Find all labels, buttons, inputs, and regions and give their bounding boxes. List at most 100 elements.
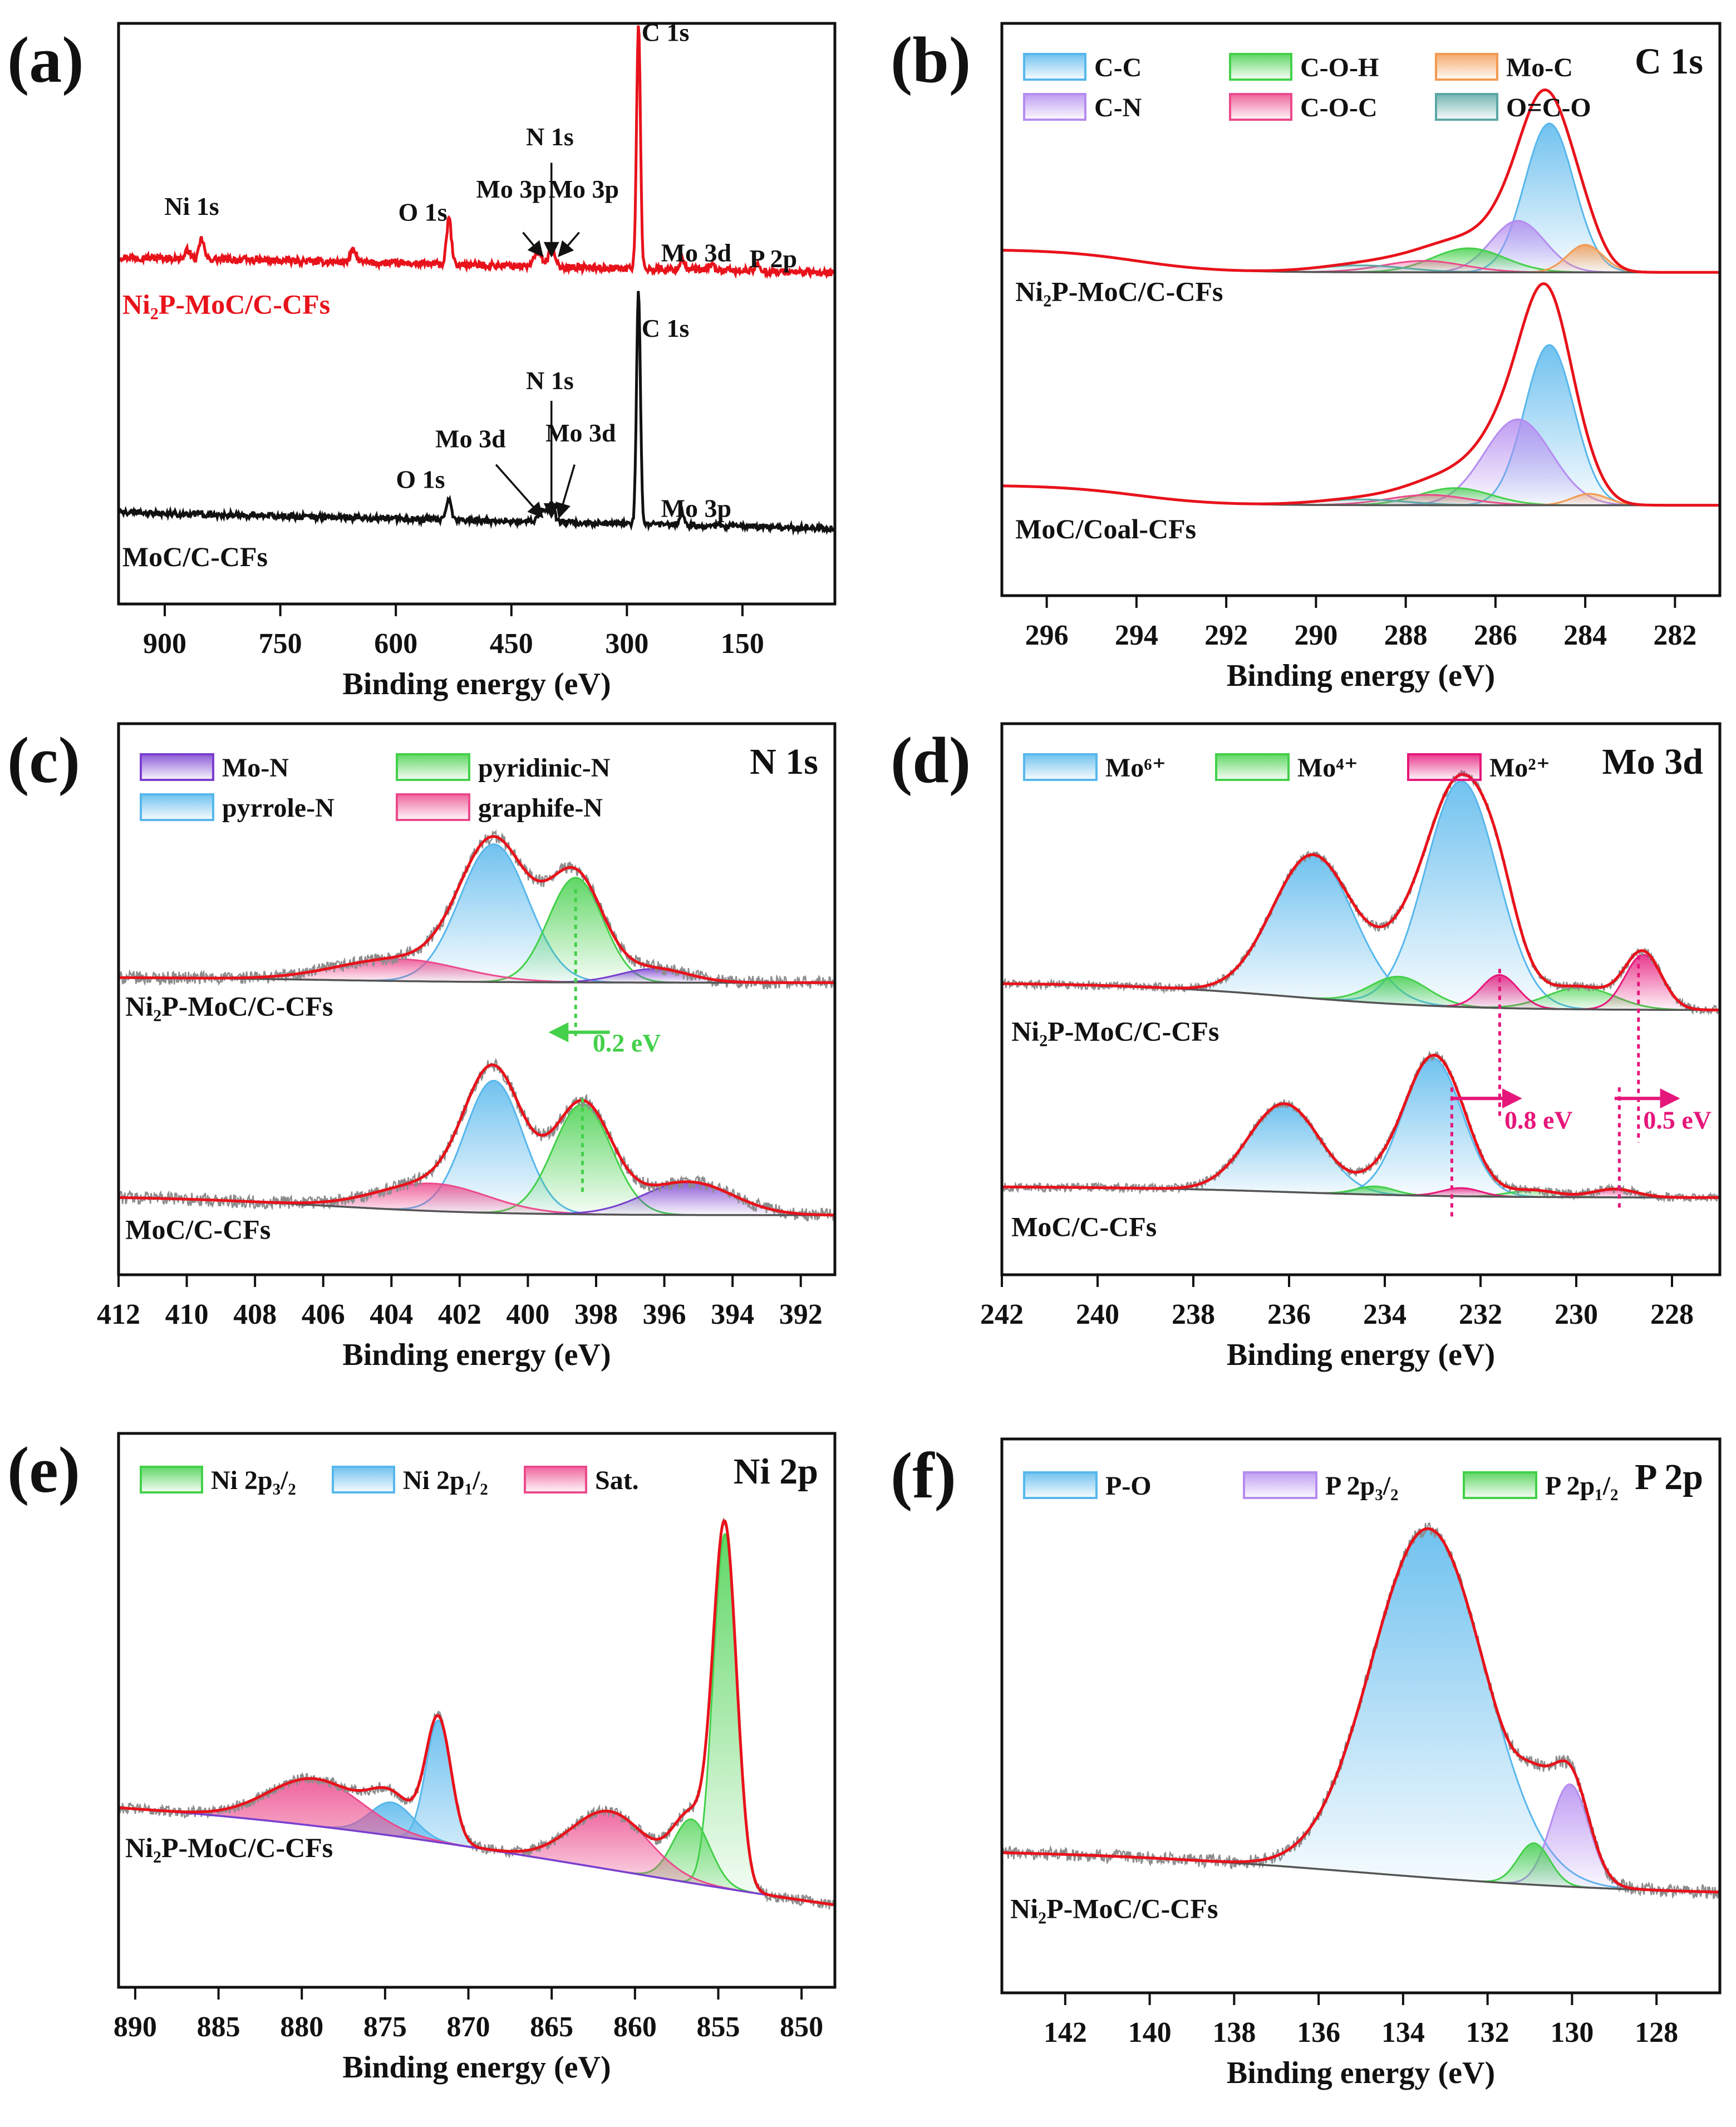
axes-frame-a xyxy=(117,22,837,606)
legend-label: pyrrole-N xyxy=(222,793,335,823)
x-tick-label-a: 600 xyxy=(374,628,417,660)
chart-title-e: Ni 2p xyxy=(734,1451,818,1492)
legend-swatch xyxy=(1243,1471,1317,1499)
x-axis-title-e: Binding energy (eV) xyxy=(342,2050,611,2085)
peak-label: O 1s xyxy=(399,198,447,227)
legend-label: graphife-N xyxy=(478,793,603,823)
legend-swatch xyxy=(332,1466,395,1494)
x-tick-label-c: 400 xyxy=(506,1299,549,1330)
legend-label: C-O-H xyxy=(1300,53,1379,82)
axes-frame-f xyxy=(1000,1437,1722,1995)
peak-label: Mo 3p xyxy=(549,175,619,203)
x-tick-label-e: 880 xyxy=(280,2011,323,2043)
x-axis-title-b: Binding energy (eV) xyxy=(1227,659,1495,693)
x-tick-label-f: 134 xyxy=(1381,2017,1425,2049)
component-fill xyxy=(119,969,835,983)
peak-arrow xyxy=(558,232,580,257)
x-tick-label-d: 240 xyxy=(1076,1299,1119,1330)
sample-label: MoC/C-CFs xyxy=(122,541,268,572)
legend-swatch xyxy=(1435,53,1498,81)
legend-label: Mo⁶⁺ xyxy=(1105,753,1166,783)
component-fill xyxy=(1002,419,1720,505)
x-tick-label-c: 398 xyxy=(574,1299,618,1330)
x-tick-label-b: 296 xyxy=(1025,620,1069,651)
panel-label-c: (c) xyxy=(7,724,80,797)
x-tick-label-c: 410 xyxy=(165,1299,209,1330)
component-fill xyxy=(1002,1103,1720,1198)
x-axis-title-f: Binding energy (eV) xyxy=(1227,2056,1495,2090)
legend-label: Mo²⁺ xyxy=(1489,753,1550,783)
legend-label: Sat. xyxy=(595,1466,639,1495)
component-fill xyxy=(1002,855,1720,1010)
component-fill xyxy=(1002,1058,1720,1198)
fit-envelope xyxy=(1002,1054,1720,1199)
legend-swatch xyxy=(1407,753,1482,781)
x-tick-label-d: 236 xyxy=(1267,1299,1311,1330)
legend-label: Ni 2p₃/₂ xyxy=(211,1466,296,1495)
x-tick-label-b: 286 xyxy=(1474,620,1517,651)
legend-swatch xyxy=(1229,93,1292,121)
shift-annotation: 0.8 eV xyxy=(1504,1106,1573,1134)
axes-frame-c xyxy=(117,722,837,1276)
peak-label: Mo 3d xyxy=(435,424,506,453)
sample-label: Ni₂P-MoC/C-CFs xyxy=(125,1832,333,1863)
x-tick-label-d: 228 xyxy=(1650,1299,1694,1330)
component-fill xyxy=(1002,345,1720,505)
component-fill xyxy=(1002,244,1720,273)
peak-label: Mo 3p xyxy=(661,494,732,523)
component-fill xyxy=(1002,1529,1720,1892)
component-fill xyxy=(1002,1186,1720,1198)
component-fill xyxy=(1002,123,1720,273)
plot-area-e xyxy=(119,1516,835,1910)
legend-label: P 2p₁/₂ xyxy=(1545,1471,1618,1501)
panel-label-f: (f) xyxy=(891,1439,956,1512)
peak-label: N 1s xyxy=(526,366,574,395)
legend-swatch xyxy=(1463,1471,1537,1499)
legend-label: C-N xyxy=(1094,93,1142,122)
x-tick-label-b: 292 xyxy=(1204,620,1248,651)
x-tick-label-a: 450 xyxy=(490,628,533,660)
plot-area-b xyxy=(1002,88,1720,507)
peak-label: O 1s xyxy=(396,465,445,493)
peak-label: Mo 3p xyxy=(476,175,547,203)
x-tick-label-e: 875 xyxy=(363,2011,407,2043)
x-tick-label-b: 282 xyxy=(1653,620,1696,651)
component-fill xyxy=(1002,220,1720,273)
fit-envelope xyxy=(119,835,835,984)
legend-label: Ni 2p₁/₂ xyxy=(403,1466,488,1495)
legend-swatch xyxy=(396,793,470,821)
x-tick-label-a: 150 xyxy=(721,628,764,660)
x-axis-title-a: Binding energy (eV) xyxy=(342,667,611,701)
x-tick-label-d: 234 xyxy=(1363,1299,1406,1330)
fit-envelope xyxy=(1002,282,1720,507)
component-fill xyxy=(119,1779,835,1905)
x-tick-label-c: 412 xyxy=(97,1299,140,1330)
x-tick-label-e: 860 xyxy=(613,2011,657,2043)
peak-label: Mo 3d xyxy=(661,239,732,267)
sample-label: MoC/Coal-CFs xyxy=(1015,513,1196,544)
x-tick-label-f: 140 xyxy=(1128,2017,1172,2049)
x-tick-label-e: 870 xyxy=(447,2011,490,2043)
panel-d: (d) Mo 3d 242 240 238 236 234 232 230 228 Binding … xyxy=(891,722,1722,1372)
shift-annotation: 0.5 eV xyxy=(1643,1106,1712,1134)
axes-frame-e xyxy=(117,1432,837,1989)
component-fill xyxy=(1002,1187,1720,1198)
fit-envelope xyxy=(1002,88,1720,274)
axes-frame-d xyxy=(1000,722,1722,1276)
component-line xyxy=(1002,1057,1720,1198)
component-fill xyxy=(1002,1843,1720,1892)
legend-label: pyridinic-N xyxy=(478,753,611,783)
panel-e: (e) Ni 2p 890 885 880 875 870 865 860 855 850 Bindi… xyxy=(7,1432,837,2085)
x-tick-label-e: 855 xyxy=(696,2011,740,2043)
component-fill xyxy=(1002,485,1720,505)
sample-label: Ni₂P-MoC/C-CFs xyxy=(1015,276,1223,307)
fit-envelope xyxy=(1002,1527,1720,1894)
x-tick-label-b: 284 xyxy=(1563,620,1607,651)
sample-label: Ni₂P-MoC/C-CFs xyxy=(1010,1893,1218,1924)
sample-label: MoC/C-CFs xyxy=(125,1214,271,1245)
component-fill xyxy=(1002,955,1720,1010)
x-tick-label-f: 138 xyxy=(1212,2017,1256,2049)
fit-envelope xyxy=(119,1063,835,1217)
x-tick-label-c: 392 xyxy=(779,1299,823,1330)
